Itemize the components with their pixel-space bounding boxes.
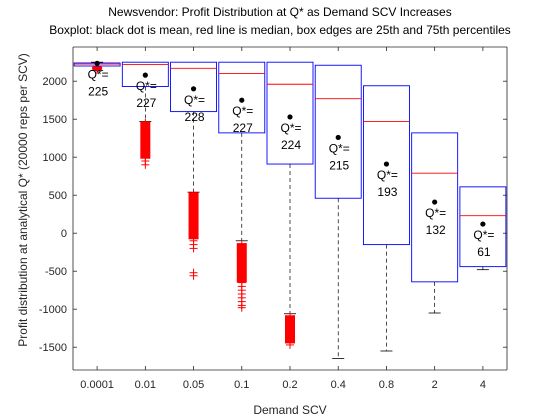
y-tick-label: 1000	[43, 152, 67, 164]
q-star-value: 215	[329, 158, 349, 172]
q-star-value: 227	[136, 96, 156, 110]
mean-dot	[94, 60, 100, 66]
q-star-label: Q*=	[280, 121, 301, 135]
x-tick-label: 0.1	[234, 379, 249, 391]
boxes-layer: Q*= 225 Q*= 227 Q*= 228 Q*= 227 Q*= 224 Q*= 215 Q*= 1…	[73, 60, 507, 360]
q-star-label: Q*=	[425, 206, 446, 220]
mean-dot	[335, 134, 341, 141]
box-iqr	[266, 61, 314, 165]
box-group: Q*= 227	[121, 61, 169, 169]
box-iqr	[218, 61, 266, 134]
box-iqr	[459, 186, 507, 268]
q-star-label: Q*=	[184, 93, 205, 107]
box-iqr	[314, 64, 362, 199]
mean-dot	[287, 114, 293, 120]
y-tick-label: 2000	[43, 76, 67, 88]
y-tick-label: 1500	[43, 114, 67, 126]
mean-dot	[432, 199, 438, 205]
q-star-label: Q*=	[329, 141, 350, 155]
x-axis-label: Demand SCV	[253, 403, 326, 417]
y-tick-label: -500	[45, 266, 67, 278]
mean-dot	[190, 86, 197, 92]
box-group: Q*= 224	[266, 61, 314, 349]
q-star-value: 228	[185, 110, 205, 124]
q-star-value: 224	[281, 138, 301, 152]
q-star-value: 61	[477, 245, 491, 259]
q-star-label: Q*=	[377, 168, 398, 182]
x-tick-label: 0.0001	[80, 379, 114, 391]
box-group: Q*= 228	[170, 61, 218, 280]
x-tick-label: 0.05	[183, 379, 204, 391]
box-group: Q*= 132	[411, 132, 459, 314]
q-star-value: 193	[377, 185, 397, 199]
chart-subtitle: Boxplot: black dot is mean, red line is …	[49, 23, 511, 37]
box-group: Q*= 215	[314, 64, 362, 360]
x-tick-label: 4	[480, 379, 486, 391]
x-tick-label: 0.01	[135, 379, 156, 391]
y-tick-label: 0	[61, 228, 67, 240]
chart-title: Newsvendor: Profit Distribution at Q* as…	[108, 5, 451, 19]
q-star-value: 132	[426, 223, 446, 237]
mean-dot	[239, 97, 245, 103]
x-tick-label: 0.4	[331, 379, 346, 391]
q-star-value: 225	[88, 84, 108, 98]
mean-dot	[383, 161, 390, 167]
q-star-label: Q*=	[136, 79, 157, 93]
box-iqr	[362, 85, 410, 246]
y-tick-label: 500	[49, 190, 67, 202]
q-star-value: 227	[233, 121, 253, 135]
box-iqr	[121, 61, 169, 87]
box-group: Q*= 61	[459, 186, 507, 271]
x-tick-label: 0.2	[282, 379, 297, 391]
x-tick-label: 0.8	[379, 379, 394, 391]
box-iqr	[170, 61, 218, 113]
box-group: Q*= 193	[362, 85, 410, 352]
y-tick-label: -1000	[39, 304, 67, 316]
q-star-label: Q*=	[232, 104, 253, 118]
box-iqr	[411, 132, 459, 283]
box-group: Q*= 225	[73, 60, 121, 98]
y-axis-label: Profit distribution at analytical Q* (20…	[16, 53, 30, 346]
y-tick-label: -1500	[39, 342, 67, 354]
q-star-label: Q*=	[88, 67, 109, 81]
box-group: Q*= 227	[218, 61, 266, 312]
axes-layer: -1500 -1000 -500 0 500 1000 1500 2000 0.0001 0.01…	[39, 46, 508, 391]
x-tick-label: 2	[432, 379, 438, 391]
mean-dot	[480, 221, 486, 227]
mean-dot	[142, 72, 148, 78]
q-star-label: Q*=	[473, 228, 494, 242]
